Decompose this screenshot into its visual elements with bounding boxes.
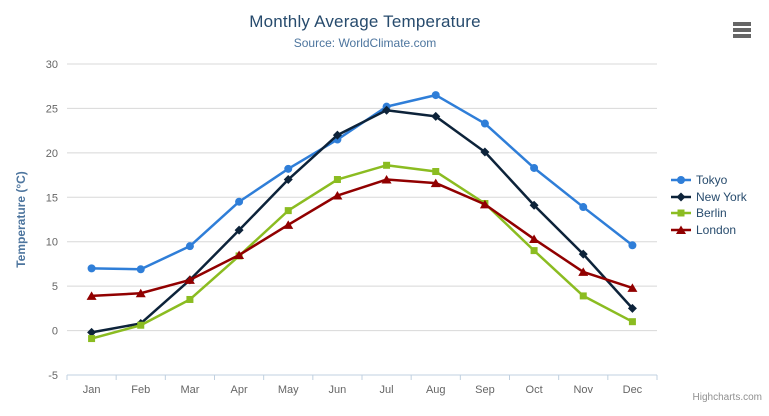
series-marker [332,191,343,200]
square-icon [677,209,685,217]
legend-label: London [696,222,737,237]
x-axis-tick-label: Feb [131,384,150,396]
hamburger-icon[interactable] [733,22,751,40]
series-marker [627,283,638,292]
series-marker [234,250,245,260]
triangle-icon [676,225,686,234]
y-axis-tick-label: 10 [46,237,58,249]
legend-item-berlin[interactable]: Berlin [671,205,747,222]
legend-label: Berlin [696,206,727,221]
series-marker [333,176,341,184]
y-axis-tick-label: 5 [52,281,58,293]
series-marker [87,264,96,273]
series-marker [530,247,538,255]
series-line-berlin [90,164,634,340]
x-axis-tick-label: May [278,384,299,396]
series-marker [480,147,490,157]
series-marker [284,207,292,215]
series-line-london [90,178,634,298]
series-marker [88,335,96,343]
y-axis-tick-label: 15 [46,192,58,204]
legend-item-new-york[interactable]: New York [671,189,747,206]
series-marker [579,203,588,212]
x-axis-tick-label: Apr [231,384,248,396]
circle-legend-marker [671,176,691,185]
credits-link[interactable]: Highcharts.com [692,392,762,403]
series-marker [283,175,293,185]
series-marker [135,288,146,298]
series-marker [184,275,195,284]
series-marker [578,267,589,276]
series-marker [579,292,587,300]
series-marker [479,199,490,209]
x-axis-tick-label: Jul [380,384,394,396]
series-marker [284,164,293,173]
series-marker [136,265,145,274]
y-axis-title: Temperature (°C) [14,171,28,268]
series-marker [137,321,145,329]
y-axis-tick-label: 0 [52,326,58,338]
hamburger-bar [733,28,751,32]
series-marker [332,130,342,140]
square-legend-marker [671,209,691,217]
chart-subtitle: Source: WorldClimate.com [293,36,437,50]
series-marker [185,242,194,251]
hamburger-bar [733,34,751,38]
y-axis-tick-label: 25 [46,103,58,115]
series-marker [530,163,539,172]
x-axis-tick-label: Nov [573,384,593,396]
x-axis-tick-label: Aug [426,384,446,396]
y-axis-tick-label: 30 [46,59,58,71]
chart-title: Monthly Average Temperature [249,12,481,31]
legend-label: New York [696,189,747,204]
circle-icon [677,176,685,185]
series-marker [381,175,392,184]
legend-item-london[interactable]: London [671,222,747,239]
y-axis-tick-label: 20 [46,148,58,160]
triangle-legend-marker [671,225,691,234]
series-marker [432,168,440,176]
series-marker [86,291,97,300]
x-axis-tick-label: Dec [623,384,643,396]
x-axis-tick-label: Sep [475,384,495,396]
series-marker [431,111,441,121]
series-marker [87,327,97,337]
series-marker [529,200,539,210]
series-marker [382,105,392,115]
diamond-icon [676,192,686,202]
diamond-legend-marker [671,192,691,202]
series-marker [529,234,540,244]
hamburger-bar [733,22,751,26]
legend-label: Tokyo [696,173,728,188]
y-axis-tick-label: -5 [48,370,58,382]
series-marker [578,249,588,259]
series-marker [283,220,294,229]
series-marker [627,303,637,313]
series-marker [235,197,244,206]
series-line-new-york [90,108,634,334]
series-marker [186,295,194,303]
x-axis-tick-label: Jun [329,384,347,396]
x-axis-tick-label: Oct [526,384,543,396]
legend-item-tokyo[interactable]: Tokyo [671,172,747,189]
series-marker [628,241,637,250]
series-line-tokyo [90,93,634,271]
legend: Tokyo New York Berlin London [671,172,747,238]
series-marker [480,119,489,128]
x-axis-tick-label: Mar [180,384,199,396]
x-axis-tick-label: Jan [83,384,101,396]
series-marker [383,161,391,169]
series-marker [430,178,441,188]
series-marker [234,225,244,235]
series-marker [628,318,636,326]
series-marker [431,91,440,100]
